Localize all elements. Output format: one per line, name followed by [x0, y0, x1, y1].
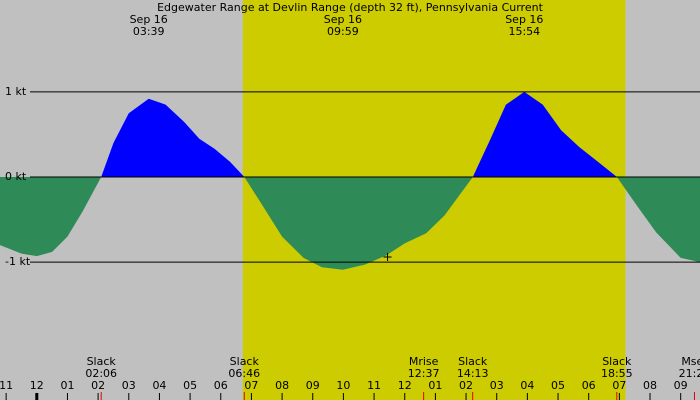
event-label: Mset	[681, 355, 700, 368]
x-tick-label: 07	[612, 379, 626, 392]
x-tick-label: 04	[152, 379, 166, 392]
annotation-time: 09:59	[327, 25, 359, 38]
event-time: 02:06	[85, 367, 117, 380]
now-marker	[383, 253, 392, 262]
x-tick-label: 07	[244, 379, 258, 392]
y-tick-label: 1 kt	[5, 85, 27, 98]
event-time: 21:27	[679, 367, 700, 380]
event-time: 12:37	[408, 367, 440, 380]
event-label: Slack	[87, 355, 117, 368]
annotation-date: Sep 16	[130, 13, 168, 26]
event-time: 06:46	[228, 367, 260, 380]
event-label: Slack	[602, 355, 632, 368]
event-time: 14:13	[457, 367, 489, 380]
y-tick-label: -1 kt	[5, 255, 31, 268]
x-tick-label: 06	[582, 379, 596, 392]
x-tick-label: 01	[428, 379, 442, 392]
annotation-time: 15:54	[508, 25, 540, 38]
x-tick-label: 03	[490, 379, 504, 392]
x-tick-label: 11	[0, 379, 13, 392]
x-tick-label: 05	[551, 379, 565, 392]
x-tick-label: 08	[275, 379, 289, 392]
x-tick-label: 03	[122, 379, 136, 392]
annotation-date: Sep 16	[505, 13, 543, 26]
annotation-date: Sep 16	[324, 13, 362, 26]
annotation-time: 03:39	[133, 25, 165, 38]
x-tick-label: 12	[398, 379, 412, 392]
x-tick-label: 04	[520, 379, 534, 392]
x-tick-label: 12	[30, 379, 44, 392]
event-label: Slack	[230, 355, 260, 368]
event-label: Slack	[458, 355, 488, 368]
current-area	[0, 91, 700, 270]
event-label: Mrise	[409, 355, 439, 368]
y-tick-label: 0 kt	[5, 170, 27, 183]
x-tick-label: 05	[183, 379, 197, 392]
x-tick-label: 08	[643, 379, 657, 392]
x-tick-label: 01	[60, 379, 74, 392]
event-time: 18:55	[601, 367, 633, 380]
x-tick-label: 06	[214, 379, 228, 392]
x-tick-label: 09	[674, 379, 688, 392]
x-tick-label: 02	[91, 379, 105, 392]
chart-title: Edgewater Range at Devlin Range (depth 3…	[157, 1, 543, 14]
x-tick-label: 02	[459, 379, 473, 392]
x-tick-label: 09	[306, 379, 320, 392]
x-tick-label: 10	[336, 379, 350, 392]
x-tick-label: 11	[367, 379, 381, 392]
